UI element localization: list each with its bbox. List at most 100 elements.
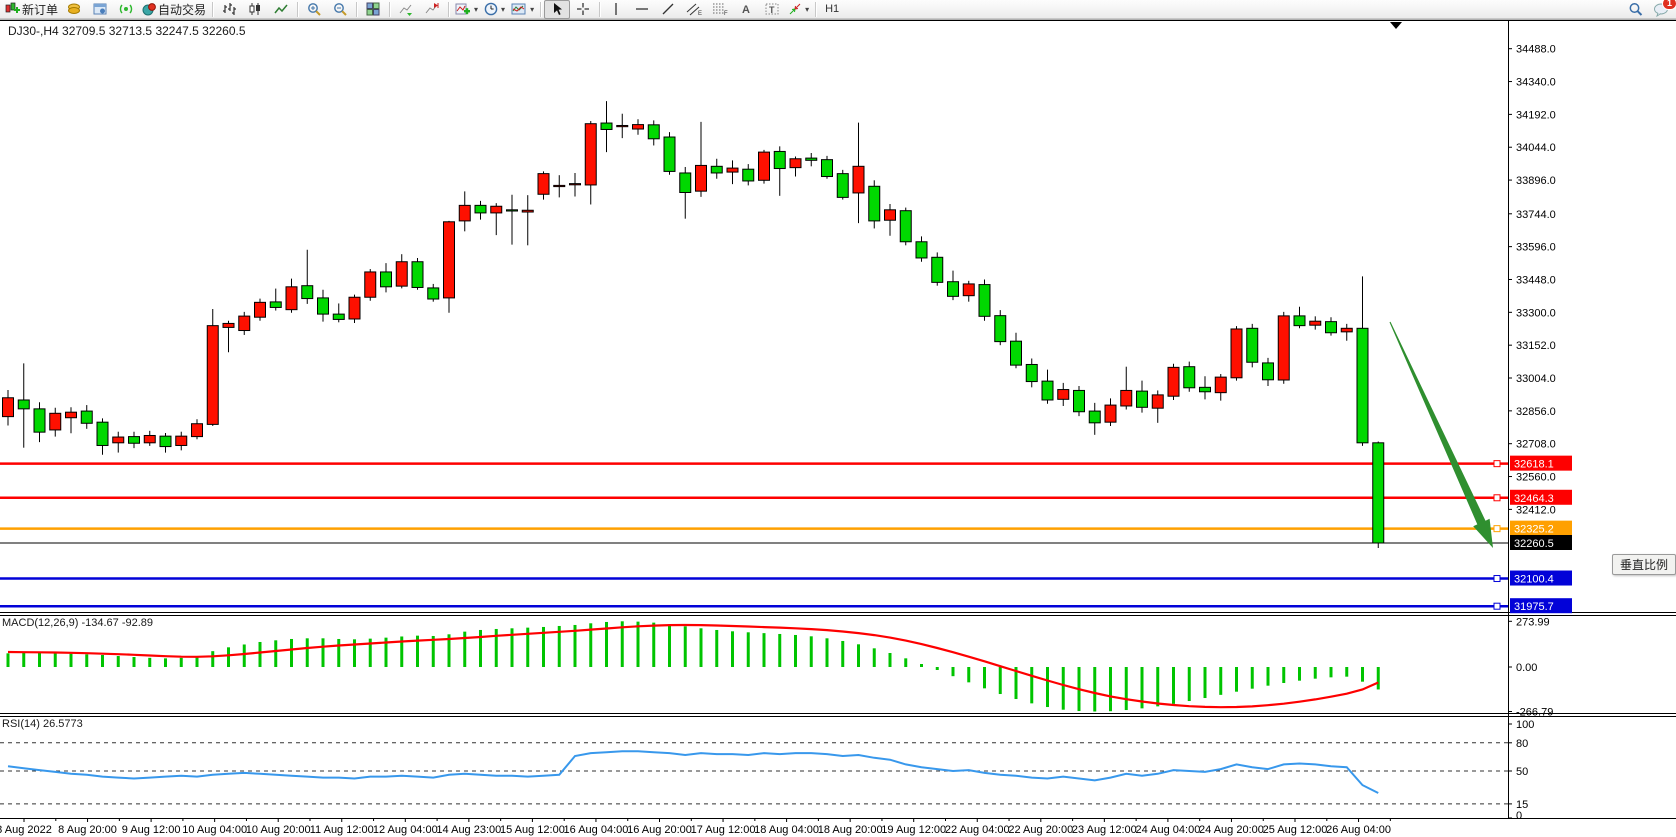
candle[interactable] — [962, 283, 975, 297]
candle[interactable] — [695, 164, 707, 192]
candle[interactable] — [285, 286, 298, 311]
candle[interactable] — [773, 150, 786, 170]
horizontal-line-tool-button[interactable] — [629, 0, 655, 19]
candle[interactable] — [443, 221, 455, 299]
candle[interactable] — [1041, 380, 1054, 401]
candle[interactable] — [1088, 410, 1101, 424]
auto-scroll-button[interactable] — [393, 0, 419, 19]
candle[interactable] — [1183, 366, 1196, 389]
candle[interactable] — [726, 167, 739, 173]
candle[interactable] — [1120, 389, 1133, 407]
shapes-tool-button[interactable]: ▾ — [785, 0, 812, 19]
candle[interactable] — [159, 435, 172, 448]
label-tool-button[interactable]: T — [759, 0, 785, 19]
candle[interactable] — [238, 315, 251, 332]
candle[interactable] — [758, 151, 770, 181]
signal-button[interactable] — [113, 0, 139, 19]
candle[interactable] — [616, 124, 629, 128]
channel-tool-button[interactable]: E — [681, 0, 707, 19]
candle[interactable] — [1262, 362, 1274, 381]
indicators-button[interactable]: ▾ — [452, 0, 481, 19]
candle[interactable] — [96, 421, 109, 446]
candle[interactable] — [175, 435, 188, 446]
candle[interactable] — [553, 184, 566, 188]
candle[interactable] — [1025, 363, 1038, 383]
text-tool-button[interactable]: A — [733, 0, 759, 19]
candle[interactable] — [206, 325, 219, 425]
candle[interactable] — [1230, 328, 1243, 379]
candle[interactable] — [474, 204, 487, 214]
candle[interactable] — [2, 397, 14, 418]
level-line-handle[interactable] — [1493, 460, 1501, 468]
candle[interactable] — [332, 313, 345, 320]
candle[interactable] — [1199, 386, 1211, 393]
zoom-out-button[interactable] — [327, 0, 353, 19]
zoom-in-button[interactable] — [301, 0, 327, 19]
level-line-handle[interactable] — [1493, 575, 1501, 583]
candle[interactable] — [1214, 376, 1227, 394]
bar-chart-button[interactable] — [216, 0, 242, 19]
candle[interactable] — [301, 285, 314, 300]
chart-window[interactable]: 34488.0 34340.0 34192.0 34044.0 33896.0 33744… — [0, 19, 1676, 837]
tile-windows-button[interactable] — [360, 0, 386, 19]
candle[interactable] — [569, 183, 581, 186]
candle[interactable] — [191, 423, 203, 438]
candle[interactable] — [1277, 315, 1290, 381]
candle[interactable] — [1356, 327, 1369, 444]
candle[interactable] — [1104, 404, 1117, 423]
candle[interactable] — [994, 315, 1007, 343]
autotrading-button[interactable]: 自动交易 — [139, 0, 209, 19]
candle[interactable] — [868, 185, 881, 222]
candle[interactable] — [49, 412, 62, 431]
candle[interactable] — [143, 434, 156, 444]
candlestick-chart-button[interactable] — [242, 0, 268, 19]
candle[interactable] — [65, 411, 77, 419]
candle[interactable] — [254, 301, 266, 318]
candle[interactable] — [1246, 327, 1259, 363]
candle[interactable] — [348, 296, 361, 320]
candle[interactable] — [931, 256, 944, 283]
line-chart-button[interactable] — [268, 0, 294, 19]
candle[interactable] — [742, 168, 755, 182]
candle[interactable] — [1057, 389, 1070, 400]
new-order-button[interactable]: 新订单 — [2, 0, 61, 19]
candle[interactable] — [269, 301, 282, 308]
candle[interactable] — [222, 322, 235, 328]
candle[interactable] — [1340, 327, 1353, 333]
candle[interactable] — [506, 209, 518, 212]
templates-button[interactable]: ▾ — [508, 0, 537, 19]
candle[interactable] — [710, 165, 723, 174]
candle[interactable] — [821, 159, 833, 178]
cursor-tool-button[interactable] — [544, 0, 571, 19]
candle[interactable] — [364, 271, 377, 298]
candle[interactable] — [852, 165, 865, 194]
candle[interactable] — [1010, 340, 1022, 366]
fibonacci-tool-button[interactable]: F — [707, 0, 733, 19]
candle[interactable] — [490, 205, 503, 214]
candle[interactable] — [584, 123, 597, 186]
candle[interactable] — [632, 124, 644, 130]
candle[interactable] — [1325, 321, 1337, 334]
candle[interactable] — [679, 172, 692, 193]
candle[interactable] — [112, 436, 125, 444]
level-line-handle[interactable] — [1493, 494, 1501, 502]
candle[interactable] — [380, 271, 392, 288]
candle[interactable] — [411, 261, 424, 288]
candle[interactable] — [17, 399, 30, 410]
vertical-line-tool-button[interactable] — [603, 0, 629, 19]
candle[interactable] — [663, 136, 676, 172]
candle[interactable] — [1309, 320, 1322, 326]
data-window-button[interactable] — [87, 0, 113, 19]
down-arrow-annotation[interactable] — [1389, 321, 1494, 548]
candle[interactable] — [1293, 315, 1306, 327]
candle[interactable] — [884, 209, 896, 221]
level-line-handle[interactable] — [1493, 525, 1501, 533]
price-chart[interactable]: 34488.0 34340.0 34192.0 34044.0 33896.0 33744… — [0, 19, 1676, 837]
candle[interactable] — [647, 124, 660, 140]
candle[interactable] — [521, 209, 534, 213]
candle[interactable] — [1136, 390, 1148, 408]
search-button[interactable] — [1622, 0, 1648, 19]
periods-menu-button[interactable]: ▾ — [481, 0, 508, 19]
candle[interactable] — [789, 158, 802, 169]
candle[interactable] — [915, 241, 928, 259]
